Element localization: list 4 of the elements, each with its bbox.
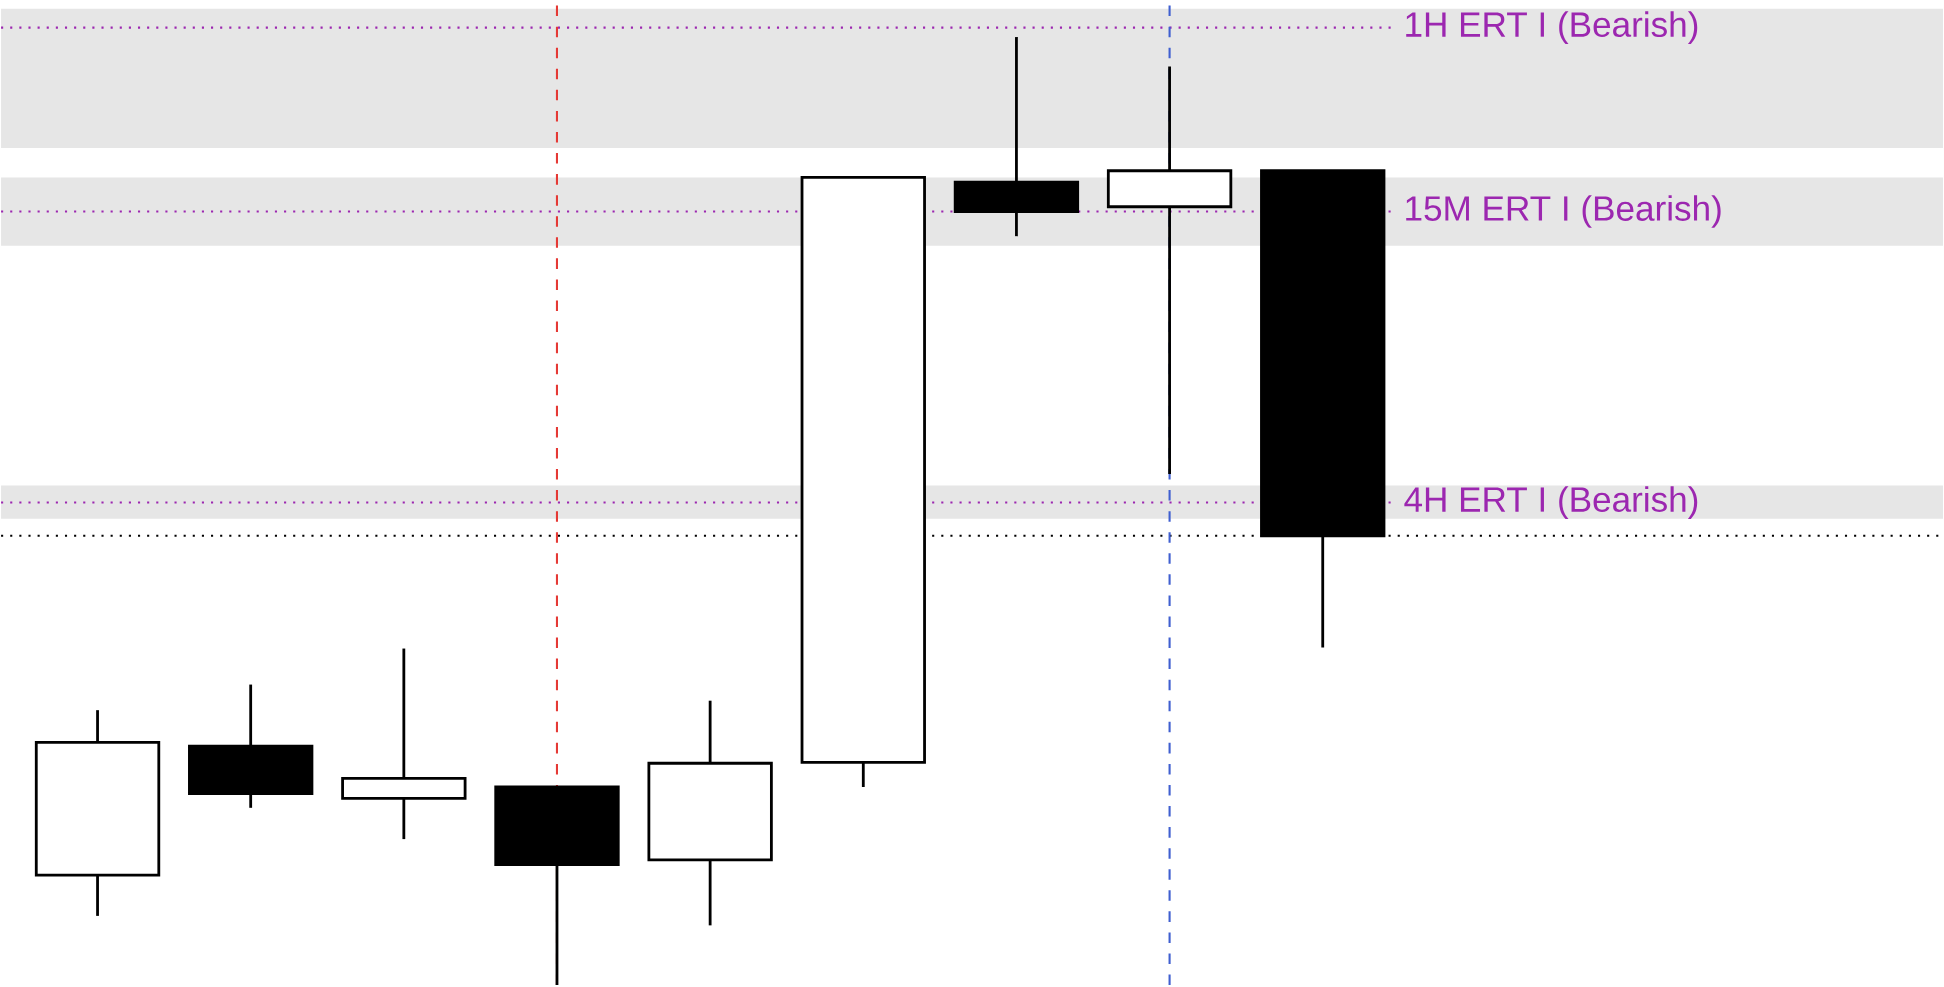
candlestick — [341, 647, 467, 841]
ref-line-label: 15M ERT I (Bearish) — [1406, 195, 1721, 229]
ref-line-label: 1H ERT I (Bearish) — [1406, 11, 1698, 45]
ref-line-label: 4H ERT I (Bearish) — [1404, 486, 1698, 520]
